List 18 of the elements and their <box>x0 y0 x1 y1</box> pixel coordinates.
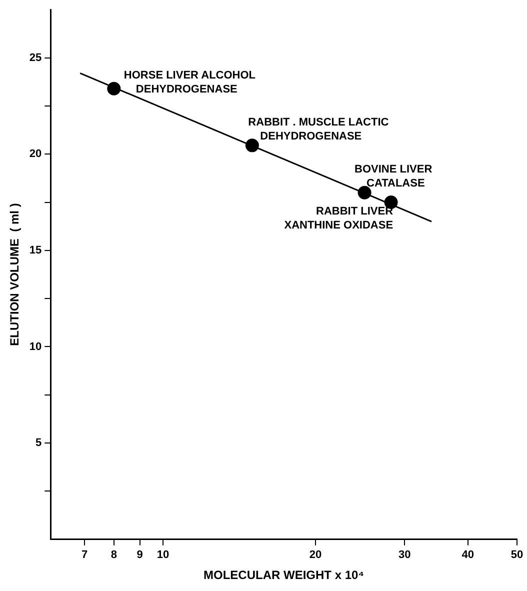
x-axis-title: MOLECULAR WEIGHT x 10⁴ <box>204 568 364 582</box>
y-axis-title: ELUTION VOLUME ( ml ) <box>8 203 22 346</box>
x-tick-label: 50 <box>510 549 524 562</box>
y-tick-label: 10 <box>29 340 42 353</box>
x-tick-label: 10 <box>156 549 170 562</box>
y-tick-label: 15 <box>29 244 42 256</box>
x-tick-label: 8 <box>110 549 117 562</box>
x-tick-label: 9 <box>136 549 143 562</box>
x-tick-label: 30 <box>398 549 411 562</box>
x-tick-label: 7 <box>81 549 88 562</box>
y-tick-label: 20 <box>29 148 42 160</box>
annotation: BOVINE LIVER CATALASE <box>354 164 432 190</box>
y-tick-label: 25 <box>29 52 42 64</box>
x-tick-label: 40 <box>462 549 474 562</box>
annotation: HORSE LIVER ALCOHOL DEHYDROGENASE <box>124 70 256 96</box>
y-tick-label: 5 <box>36 437 42 450</box>
annotation: RABBIT . MUSCLE LACTIC DEHYDROGENASE <box>248 116 389 142</box>
x-tick-label: 20 <box>309 549 322 562</box>
